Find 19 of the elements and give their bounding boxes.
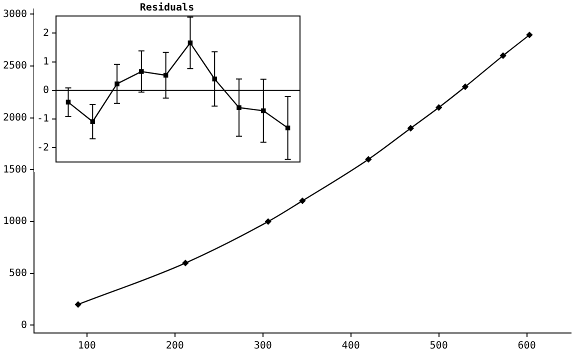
x-tick-label: 200	[166, 340, 184, 352]
y-tick-label: 1000	[2, 216, 28, 228]
y-tick-label: -2	[36, 142, 50, 154]
y-tick-label: 0	[43, 85, 50, 96]
x-tick-label: 600	[518, 340, 536, 352]
x-tick-label: 400	[342, 340, 360, 352]
y-tick-label: 2	[43, 28, 50, 39]
x-tick-label: 500	[430, 340, 448, 352]
y-tick-label: -1	[36, 114, 50, 125]
y-tick-label: 3000	[2, 8, 28, 20]
y-tick-label: 1500	[2, 164, 28, 176]
y-tick-label: 500	[9, 268, 28, 279]
y-tick-label: 2000	[2, 112, 28, 124]
y-tick-label: 0	[21, 320, 28, 331]
x-tick-label: 100	[78, 340, 96, 352]
chart-title: Residuals	[140, 2, 194, 14]
y-tick-label: 1	[43, 56, 50, 68]
x-tick-label: 300	[254, 340, 272, 352]
y-tick-label: 2500	[2, 60, 28, 72]
